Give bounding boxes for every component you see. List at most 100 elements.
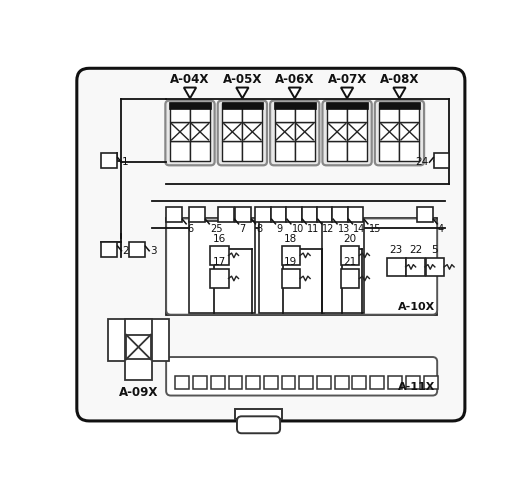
Text: 24: 24 bbox=[416, 157, 429, 167]
Bar bbox=[332, 207, 348, 222]
Bar bbox=[210, 246, 228, 265]
Bar bbox=[327, 141, 347, 161]
Bar bbox=[275, 103, 295, 122]
Text: 21: 21 bbox=[343, 257, 357, 267]
Bar bbox=[426, 258, 444, 276]
Bar bbox=[275, 122, 295, 141]
Bar bbox=[379, 122, 400, 141]
FancyBboxPatch shape bbox=[322, 101, 372, 165]
Bar bbox=[400, 122, 419, 141]
Text: 11: 11 bbox=[307, 224, 319, 234]
Bar bbox=[335, 375, 349, 389]
Bar bbox=[347, 122, 367, 141]
Text: A-08X: A-08X bbox=[380, 73, 419, 86]
Text: A-04X: A-04X bbox=[170, 73, 210, 86]
Bar bbox=[264, 375, 278, 389]
Bar bbox=[211, 375, 225, 389]
FancyBboxPatch shape bbox=[218, 101, 267, 165]
Bar bbox=[193, 375, 207, 389]
FancyBboxPatch shape bbox=[270, 101, 320, 165]
Bar bbox=[281, 269, 300, 288]
Bar bbox=[175, 375, 189, 389]
Bar bbox=[347, 103, 367, 122]
Bar bbox=[129, 242, 145, 257]
Bar bbox=[348, 207, 363, 222]
Bar bbox=[242, 103, 262, 122]
Text: 20: 20 bbox=[343, 234, 357, 244]
Text: 17: 17 bbox=[213, 257, 226, 267]
Bar bbox=[166, 218, 437, 315]
Bar bbox=[275, 141, 295, 161]
Text: 6: 6 bbox=[187, 224, 193, 234]
Bar bbox=[341, 246, 359, 265]
Bar bbox=[407, 258, 425, 276]
Text: 10: 10 bbox=[292, 224, 304, 234]
Bar bbox=[210, 269, 228, 288]
Bar bbox=[286, 207, 302, 222]
FancyBboxPatch shape bbox=[165, 101, 215, 165]
Bar bbox=[424, 375, 438, 389]
Text: 22: 22 bbox=[409, 246, 422, 255]
Bar bbox=[378, 102, 420, 109]
FancyBboxPatch shape bbox=[237, 416, 280, 433]
Bar bbox=[407, 375, 420, 389]
Bar bbox=[223, 122, 242, 141]
Text: 19: 19 bbox=[284, 257, 297, 267]
Bar bbox=[166, 207, 182, 222]
Bar bbox=[327, 122, 347, 141]
Bar bbox=[259, 221, 324, 313]
Bar bbox=[388, 375, 402, 389]
Bar bbox=[223, 103, 242, 122]
Bar bbox=[101, 242, 117, 257]
Bar bbox=[255, 207, 271, 222]
Text: 25: 25 bbox=[210, 224, 223, 234]
Text: 13: 13 bbox=[338, 224, 350, 234]
Bar bbox=[400, 141, 419, 161]
Bar bbox=[218, 207, 234, 222]
Bar bbox=[417, 207, 432, 222]
Bar bbox=[170, 103, 190, 122]
Bar bbox=[190, 141, 210, 161]
Text: 18: 18 bbox=[284, 234, 297, 244]
Bar bbox=[322, 221, 364, 313]
Text: 1: 1 bbox=[122, 157, 129, 167]
Bar bbox=[327, 103, 347, 122]
Bar bbox=[235, 409, 281, 419]
Bar bbox=[108, 318, 169, 361]
Text: 14: 14 bbox=[353, 224, 366, 234]
Bar bbox=[370, 375, 384, 389]
Polygon shape bbox=[341, 88, 353, 98]
Bar bbox=[302, 207, 317, 222]
Bar bbox=[326, 102, 368, 109]
Bar bbox=[242, 122, 262, 141]
Text: 12: 12 bbox=[322, 224, 335, 234]
FancyBboxPatch shape bbox=[77, 68, 465, 421]
Text: 23: 23 bbox=[390, 246, 403, 255]
Bar bbox=[347, 141, 367, 161]
Text: 4: 4 bbox=[438, 224, 444, 234]
Bar bbox=[169, 102, 211, 109]
Text: 15: 15 bbox=[369, 224, 381, 234]
Bar bbox=[170, 122, 190, 141]
Text: 3: 3 bbox=[150, 246, 156, 256]
Polygon shape bbox=[393, 88, 405, 98]
Bar bbox=[341, 269, 359, 288]
Bar bbox=[274, 102, 315, 109]
Text: 2: 2 bbox=[122, 246, 129, 256]
Bar bbox=[281, 246, 300, 265]
Bar bbox=[379, 141, 400, 161]
Text: A-09X: A-09X bbox=[119, 386, 158, 399]
Text: A-06X: A-06X bbox=[275, 73, 314, 86]
Bar bbox=[223, 141, 242, 161]
Text: A-07X: A-07X bbox=[328, 73, 367, 86]
Bar bbox=[400, 103, 419, 122]
Bar bbox=[352, 375, 366, 389]
Text: A-10X: A-10X bbox=[399, 302, 436, 311]
Bar bbox=[434, 153, 449, 168]
Text: 9: 9 bbox=[276, 224, 282, 234]
Bar bbox=[387, 258, 405, 276]
Bar bbox=[189, 207, 205, 222]
Text: 7: 7 bbox=[239, 224, 245, 234]
Bar bbox=[271, 207, 286, 222]
FancyBboxPatch shape bbox=[166, 357, 437, 396]
